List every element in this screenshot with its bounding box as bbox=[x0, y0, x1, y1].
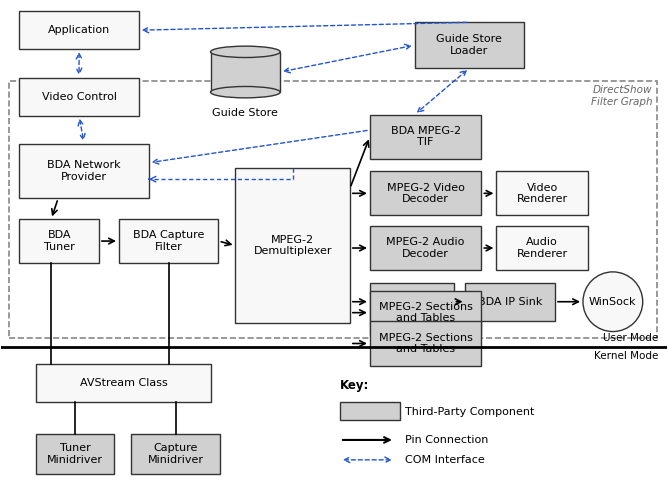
Bar bbox=[370, 291, 482, 334]
Bar bbox=[370, 320, 482, 366]
Text: Kernel Mode: Kernel Mode bbox=[595, 352, 659, 362]
Bar bbox=[370, 226, 482, 270]
Text: BDA MPE: BDA MPE bbox=[387, 297, 437, 307]
Text: MPEG-2 Sections
and Tables: MPEG-2 Sections and Tables bbox=[379, 302, 472, 323]
Text: Capture
Minidriver: Capture Minidriver bbox=[148, 443, 204, 465]
Text: BDA MPEG-2
TIF: BDA MPEG-2 TIF bbox=[391, 126, 461, 147]
Text: MPEG-2 Sections
and Tables: MPEG-2 Sections and Tables bbox=[379, 332, 472, 354]
Bar bbox=[36, 434, 114, 474]
Bar bbox=[119, 219, 218, 263]
Text: Tuner
Minidriver: Tuner Minidriver bbox=[47, 443, 103, 465]
Text: Video Control: Video Control bbox=[41, 92, 116, 102]
Bar bbox=[415, 22, 524, 68]
Text: Application: Application bbox=[48, 25, 110, 35]
Ellipse shape bbox=[210, 46, 280, 57]
Text: Key:: Key: bbox=[340, 379, 369, 392]
Text: Pin Connection: Pin Connection bbox=[405, 435, 488, 445]
Bar bbox=[340, 402, 399, 420]
Bar bbox=[210, 52, 280, 92]
Circle shape bbox=[583, 272, 643, 331]
Bar bbox=[496, 172, 588, 215]
Text: Guide Store: Guide Store bbox=[212, 108, 279, 118]
Text: Third-Party Component: Third-Party Component bbox=[405, 407, 534, 417]
Text: Video
Renderer: Video Renderer bbox=[516, 183, 568, 204]
Text: MPEG-2 Video
Decoder: MPEG-2 Video Decoder bbox=[387, 183, 464, 204]
Text: MPEG-2 Audio
Decoder: MPEG-2 Audio Decoder bbox=[386, 237, 465, 259]
Bar bbox=[370, 172, 482, 215]
Text: MPEG-2
Demultiplexer: MPEG-2 Demultiplexer bbox=[253, 235, 332, 257]
Text: DirectShow
Filter Graph: DirectShow Filter Graph bbox=[591, 85, 653, 107]
Bar bbox=[496, 226, 588, 270]
Bar bbox=[19, 78, 139, 116]
Text: Guide Store
Loader: Guide Store Loader bbox=[436, 34, 502, 56]
Bar bbox=[36, 364, 210, 402]
Bar bbox=[466, 283, 555, 320]
Bar bbox=[370, 283, 454, 320]
Text: COM Interface: COM Interface bbox=[405, 455, 484, 465]
Bar bbox=[370, 115, 482, 158]
Text: BDA Network
Provider: BDA Network Provider bbox=[47, 160, 121, 182]
Bar bbox=[19, 12, 139, 49]
Bar bbox=[235, 169, 350, 322]
Text: BDA
Tuner: BDA Tuner bbox=[44, 230, 75, 252]
Bar bbox=[131, 434, 220, 474]
Bar bbox=[19, 219, 99, 263]
Text: BDA Capture
Filter: BDA Capture Filter bbox=[133, 230, 204, 252]
Text: Audio
Renderer: Audio Renderer bbox=[516, 237, 568, 259]
Text: BDA IP Sink: BDA IP Sink bbox=[478, 297, 542, 307]
Text: WinSock: WinSock bbox=[589, 297, 637, 307]
Bar bbox=[9, 81, 657, 338]
Text: User Mode: User Mode bbox=[603, 333, 659, 344]
Bar bbox=[19, 143, 149, 198]
Ellipse shape bbox=[210, 87, 280, 98]
Text: AVStream Class: AVStream Class bbox=[79, 378, 167, 388]
